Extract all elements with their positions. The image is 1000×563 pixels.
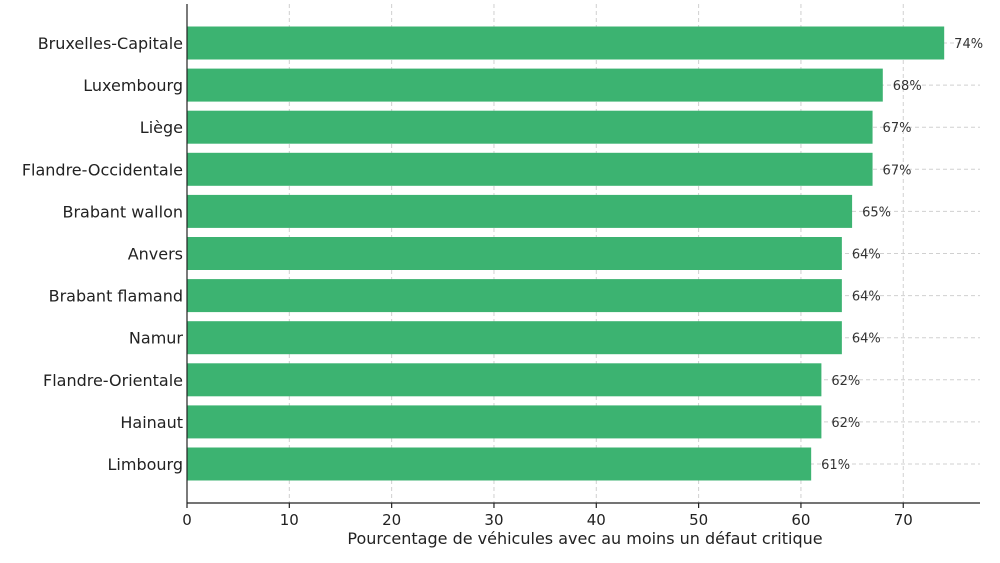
bar (187, 237, 842, 270)
bar (187, 26, 945, 60)
x-tick-label: 10 (280, 511, 299, 529)
x-tick-label: 70 (894, 511, 913, 529)
x-tick-label: 0 (182, 511, 192, 529)
x-tick-label: 60 (791, 511, 810, 529)
category-label: Liège (140, 118, 183, 137)
bar (187, 405, 822, 439)
x-axis-title: Pourcentage de véhicules avec au moins u… (347, 529, 822, 548)
bar-value-label: 65% (862, 205, 891, 220)
bar-value-label: 74% (954, 37, 983, 52)
x-tick-label: 50 (689, 511, 708, 529)
bar-value-label: 64% (852, 248, 881, 263)
category-label: Anvers (128, 245, 183, 264)
bar (187, 447, 812, 481)
category-labels: Bruxelles-Capitale Luxembourg Liège Flandre… (22, 34, 184, 474)
bar-value-label: 61% (821, 458, 850, 473)
category-label: Flandre-Orientale (43, 371, 183, 390)
bar (187, 194, 853, 228)
bars (187, 26, 945, 481)
category-label: Brabant wallon (62, 202, 183, 221)
category-label: Limbourg (108, 455, 183, 474)
bar-value-label: 62% (831, 416, 860, 431)
category-label: Bruxelles-Capitale (38, 34, 183, 53)
bar (187, 152, 873, 186)
bar-value-label: 64% (852, 332, 881, 347)
bar-value-label: 64% (852, 290, 881, 305)
category-label: Brabant flamand (49, 287, 183, 306)
axes (186, 4, 980, 508)
bar (187, 321, 842, 355)
bar-value-label: 67% (883, 163, 912, 178)
category-label: Namur (129, 329, 184, 348)
x-tick-labels: 0 10 20 30 40 50 60 70 (182, 511, 913, 529)
bar (187, 110, 873, 144)
bar (187, 68, 883, 102)
category-label: Flandre-Occidentale (22, 160, 183, 179)
bar (187, 279, 842, 313)
x-tick-label: 30 (484, 511, 503, 529)
category-label: Hainaut (120, 413, 183, 432)
bar-value-label: 62% (831, 374, 860, 389)
x-tick-label: 40 (587, 511, 606, 529)
value-labels: 74% 68% 67% 67% 65% 64% 64% 64% 62% 62% 61% (821, 37, 983, 473)
bar-value-label: 68% (893, 79, 922, 94)
bar-value-label: 67% (883, 121, 912, 136)
category-label: Luxembourg (83, 76, 183, 95)
x-tick-label: 20 (382, 511, 401, 529)
bar (187, 363, 822, 397)
